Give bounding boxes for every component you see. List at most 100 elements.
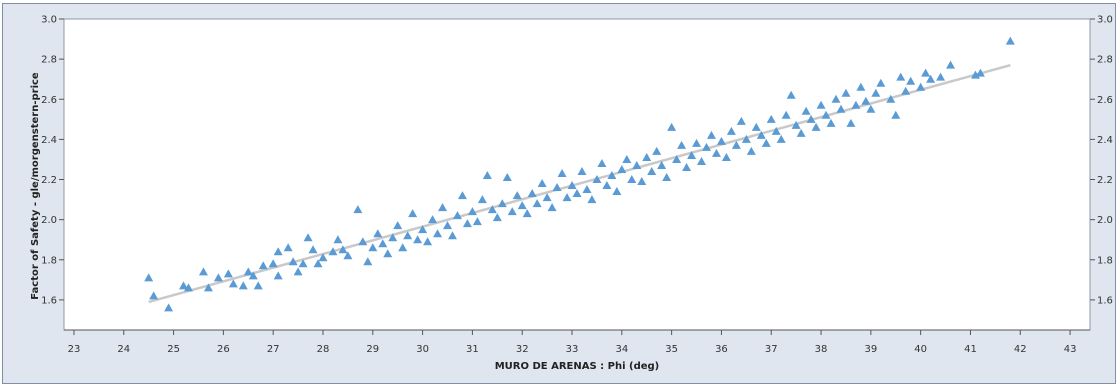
data-point-80 [602,181,612,190]
data-point-54 [472,217,482,226]
data-point-36 [383,249,393,258]
data-point-135 [876,78,886,87]
data-point-143 [926,74,936,83]
x-tick-label: 24 [117,344,130,355]
data-point-119 [796,128,806,137]
x-tick-label: 30 [416,344,429,355]
data-point-40 [403,231,413,240]
data-point-117 [786,90,796,99]
data-point-109 [746,146,756,155]
data-point-20 [293,267,303,276]
data-point-79 [597,158,607,167]
data-point-121 [806,114,816,123]
data-point-38 [393,221,403,230]
y-axis-right: 1.6 1.8 2.0 2.2 2.4 2.6 2.8 3.0 [1090,15,1113,306]
data-point-96 [682,162,692,171]
data-point-9 [228,279,238,288]
data-point-115 [776,134,786,143]
data-point-59 [497,199,507,208]
data-point-122 [811,122,821,131]
data-point-72 [562,193,572,202]
data-point-86 [632,160,642,169]
data-point-78 [592,175,602,184]
data-point-22 [303,233,313,242]
data-point-133 [866,104,876,113]
data-point-57 [487,205,497,214]
data-point-98 [692,138,702,147]
data-point-1 [149,291,159,300]
x-tick-label: 32 [516,344,529,355]
y-axis-left: 1.6 1.8 2.0 2.2 2.4 2.6 2.8 3.0 [41,15,64,306]
data-point-32 [363,257,373,266]
data-point-77 [587,195,597,204]
data-point-130 [851,100,861,109]
data-point-60 [502,173,512,182]
data-point-107 [736,116,746,125]
data-point-31 [358,237,368,246]
y-tick-label-left: 2.4 [41,135,57,146]
data-point-63 [517,201,527,210]
y-tick-label-left: 1.8 [41,255,57,266]
data-point-11 [243,267,253,276]
y-tick-label-left: 2.6 [41,95,57,106]
data-point-68 [542,193,552,202]
data-point-95 [677,140,687,149]
data-point-51 [457,191,467,200]
x-tick-label: 42 [1014,344,1027,355]
x-tick-label: 35 [665,344,678,355]
data-point-0 [144,273,154,282]
y-tick-label-right: 2.0 [1097,215,1113,226]
x-tick-label: 41 [964,344,977,355]
data-point-26 [328,247,338,256]
data-point-103 [716,136,726,145]
data-point-134 [871,88,881,97]
data-point-105 [726,126,736,135]
data-point-93 [667,122,677,131]
data-point-23 [308,245,318,254]
data-point-35 [378,239,388,248]
data-point-125 [826,118,836,127]
data-point-127 [836,104,846,113]
data-point-47 [438,203,448,212]
data-point-71 [557,168,567,177]
data-point-144 [936,72,946,81]
data-point-116 [781,110,791,119]
data-point-65 [527,189,537,198]
data-point-89 [647,166,657,175]
data-point-108 [741,134,751,143]
x-tick-label: 36 [715,344,728,355]
x-tick-label: 26 [217,344,230,355]
x-tick-label: 23 [68,344,81,355]
data-point-74 [572,189,582,198]
y-tick-label-right: 2.6 [1097,95,1113,106]
data-point-58 [492,213,502,222]
x-axis: 23 24 25 26 27 28 29 30 31 32 33 34 35 36 37 38 39 40 41 42… [64,329,1090,355]
data-point-139 [901,86,911,95]
data-point-82 [612,187,622,196]
data-point-19 [288,257,298,266]
data-point-131 [856,82,866,91]
data-point-101 [706,130,716,139]
data-point-99 [697,156,707,165]
data-point-128 [841,88,851,97]
y-axis-title: Factor of Safety - gle/morgenstern-price [30,72,41,300]
y-tick-label-left: 2.2 [41,175,57,186]
data-point-34 [373,229,383,238]
data-point-33 [368,243,378,252]
data-point-132 [861,96,871,105]
data-point-45 [428,215,438,224]
data-point-136 [886,94,896,103]
y-tick-label-left: 2.8 [41,55,57,66]
data-point-137 [891,110,901,119]
data-point-88 [642,152,652,161]
x-tick-label: 25 [167,344,180,355]
data-point-147 [975,68,985,77]
data-point-4 [184,283,194,292]
data-point-113 [766,114,776,123]
data-point-94 [672,154,682,163]
x-axis-title: MURO DE ARENAS : Phi (deg) [495,361,660,372]
data-point-12 [248,271,258,280]
data-point-56 [482,171,492,180]
data-point-21 [298,259,308,268]
